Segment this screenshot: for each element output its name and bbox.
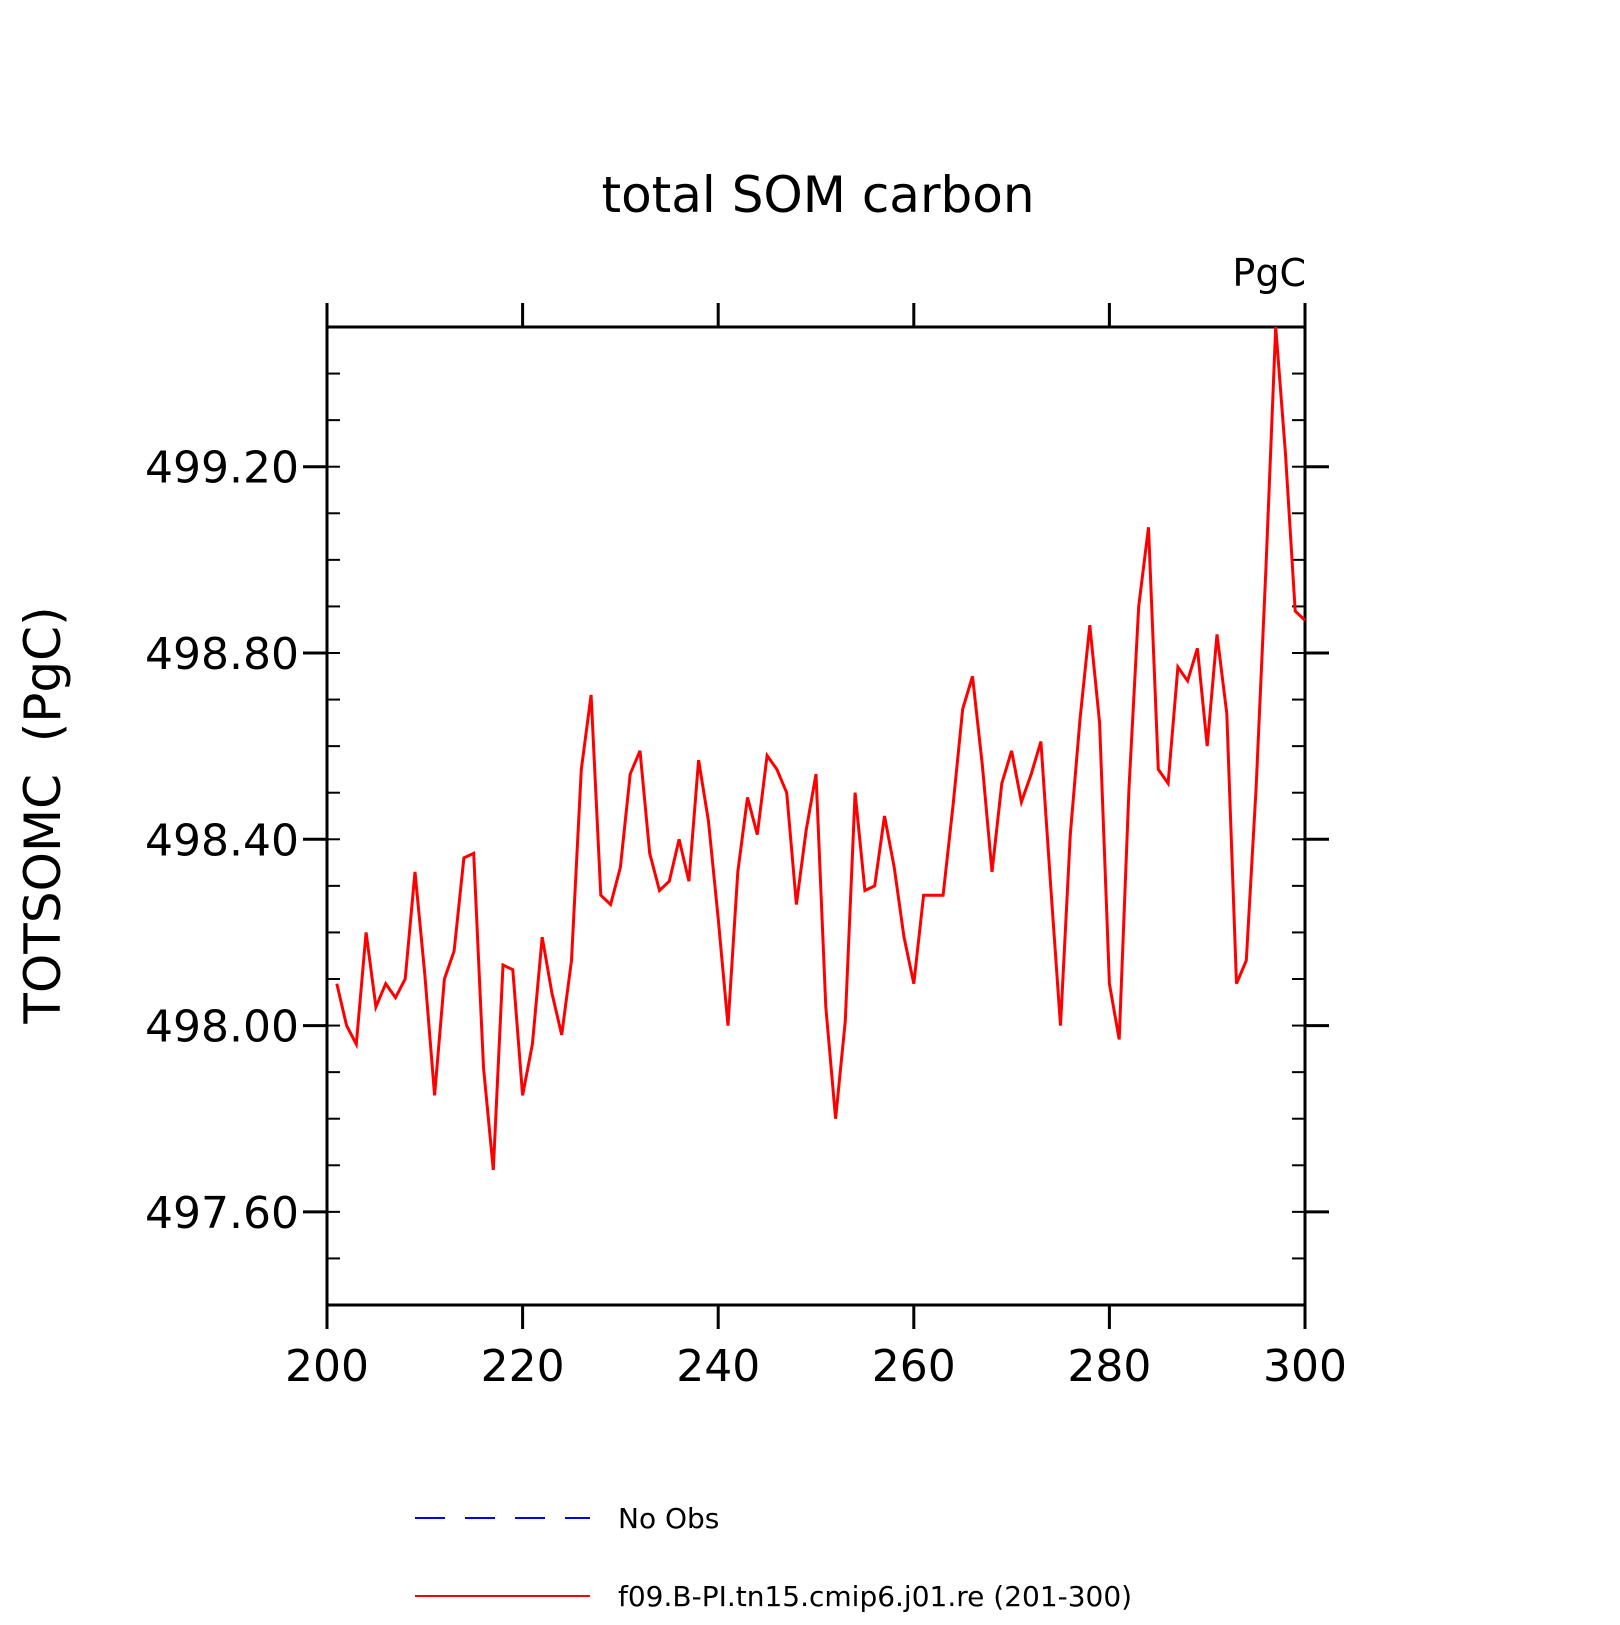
plot-frame: [325, 325, 1307, 1307]
x-tick-label: 240: [676, 1341, 760, 1392]
x-tick-label: 200: [285, 1341, 369, 1392]
y-tick-label: 498.40: [145, 815, 299, 866]
y-tick-label: 498.00: [145, 1002, 299, 1053]
series-layer: [335, 326, 1307, 1171]
y-tick-label: 497.60: [145, 1188, 299, 1239]
x-tick-label: 300: [1263, 1341, 1347, 1392]
legend-label: No Obs: [618, 1502, 719, 1535]
legend: No Obs f09.B-PI.tn15.cmip6.j01.re (201-30…: [415, 1502, 1132, 1613]
units-label: PgC: [1232, 251, 1306, 295]
y-axis-label: TOTSOMC (PgC): [14, 606, 72, 1024]
x-tick-label: 260: [872, 1341, 956, 1392]
chart-title: total SOM carbon: [601, 166, 1034, 224]
y-tick-label: 499.20: [145, 443, 299, 494]
series-line: [335, 326, 1307, 1171]
axes: 200 220 240 260 280 300 497.60 498.00 498.40 498.…: [145, 303, 1347, 1392]
x-tick-label: 220: [481, 1341, 565, 1392]
legend-label: f09.B-PI.tn15.cmip6.j01.re (201-300): [618, 1580, 1132, 1613]
x-tick-label: 280: [1067, 1341, 1151, 1392]
y-tick-label: 498.80: [145, 629, 299, 680]
